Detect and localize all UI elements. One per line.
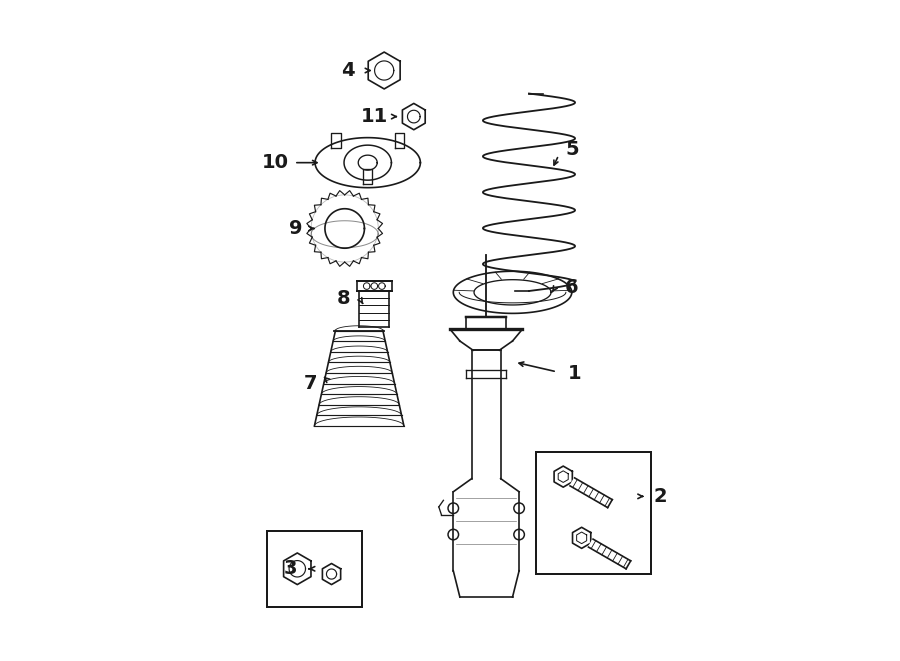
Text: 10: 10 xyxy=(262,153,289,172)
Text: 3: 3 xyxy=(284,559,298,578)
Text: 11: 11 xyxy=(361,107,388,126)
Text: 5: 5 xyxy=(565,140,579,159)
Text: 4: 4 xyxy=(341,61,355,80)
Text: 9: 9 xyxy=(289,219,302,238)
Bar xyxy=(267,531,363,607)
Text: 1: 1 xyxy=(568,364,582,383)
Polygon shape xyxy=(589,539,631,569)
Text: 2: 2 xyxy=(653,487,668,506)
Bar xyxy=(536,452,651,574)
Text: 7: 7 xyxy=(303,373,317,393)
Polygon shape xyxy=(570,478,612,508)
Text: 6: 6 xyxy=(565,278,579,297)
Text: 8: 8 xyxy=(337,290,350,309)
